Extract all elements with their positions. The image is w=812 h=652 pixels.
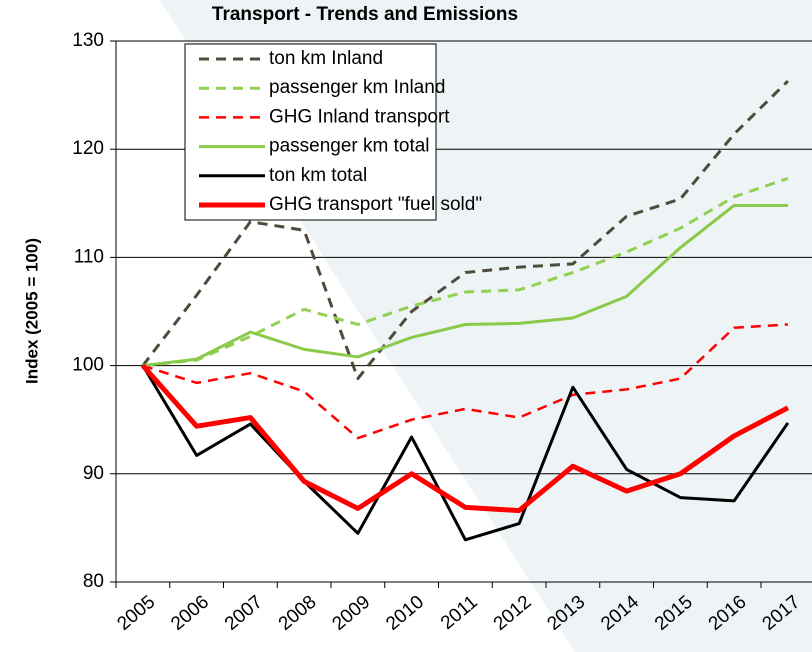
series-line xyxy=(141,364,790,542)
series-line xyxy=(141,363,790,514)
legend-label: passenger km total xyxy=(269,136,430,157)
series-line xyxy=(142,203,788,368)
legend-label: GHG Inland transport xyxy=(269,106,450,127)
y-tick-label: 90 xyxy=(83,463,104,484)
y-tick-label: 100 xyxy=(72,355,104,376)
x-tick-label: 2007 xyxy=(221,592,267,635)
legend-box xyxy=(184,43,437,221)
x-tick-label: 2005 xyxy=(113,592,159,635)
y-axis-title: Index (2005 = 100) xyxy=(22,238,41,384)
x-tick-label: 2010 xyxy=(382,592,428,635)
y-tick-label: 120 xyxy=(72,138,104,159)
y-tick-label: 80 xyxy=(83,571,104,592)
y-tick-label: 110 xyxy=(74,246,104,267)
legend-label: ton km Inland xyxy=(269,48,383,69)
legend-label: passenger km Inland xyxy=(269,77,445,98)
series-line xyxy=(142,323,788,440)
y-tick-label: 130 xyxy=(72,30,104,51)
series-line xyxy=(142,176,789,368)
x-tick-label: 2012 xyxy=(490,592,536,635)
x-tick-label: 2008 xyxy=(275,592,321,635)
x-tick-label: 2009 xyxy=(328,592,374,635)
x-tick-label: 2011 xyxy=(437,592,482,634)
legend-label: ton km total xyxy=(269,165,367,186)
legend-label: GHG transport "fuel sold" xyxy=(269,194,482,215)
series-line xyxy=(141,79,789,381)
chart-title: Transport - Trends and Emissions xyxy=(212,4,518,25)
x-tick-label: 2006 xyxy=(167,592,213,635)
